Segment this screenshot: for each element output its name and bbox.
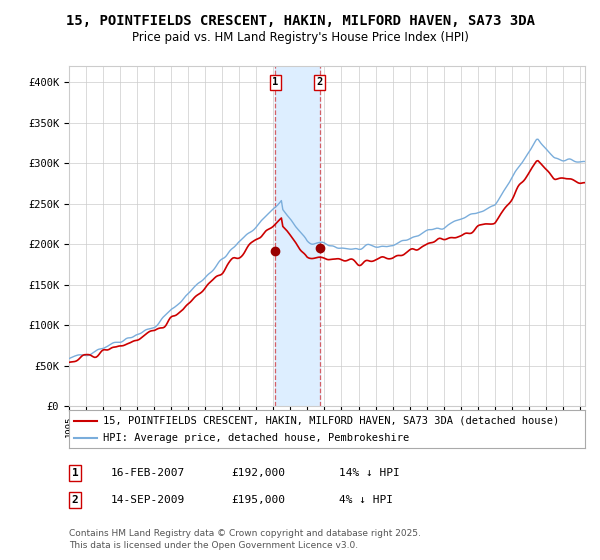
Text: 15, POINTFIELDS CRESCENT, HAKIN, MILFORD HAVEN, SA73 3DA (detached house): 15, POINTFIELDS CRESCENT, HAKIN, MILFORD… — [103, 416, 559, 426]
Text: Price paid vs. HM Land Registry's House Price Index (HPI): Price paid vs. HM Land Registry's House … — [131, 31, 469, 44]
Text: 1: 1 — [71, 468, 79, 478]
Text: 16-FEB-2007: 16-FEB-2007 — [111, 468, 185, 478]
Text: £195,000: £195,000 — [231, 495, 285, 505]
Text: 14-SEP-2009: 14-SEP-2009 — [111, 495, 185, 505]
Text: 2: 2 — [71, 495, 79, 505]
Text: HPI: Average price, detached house, Pembrokeshire: HPI: Average price, detached house, Pemb… — [103, 433, 409, 444]
Text: Contains HM Land Registry data © Crown copyright and database right 2025.
This d: Contains HM Land Registry data © Crown c… — [69, 529, 421, 550]
Text: 14% ↓ HPI: 14% ↓ HPI — [339, 468, 400, 478]
Text: 2: 2 — [316, 77, 323, 87]
Text: 4% ↓ HPI: 4% ↓ HPI — [339, 495, 393, 505]
Bar — [275, 66, 320, 406]
Text: 1: 1 — [272, 77, 278, 87]
Text: 15, POINTFIELDS CRESCENT, HAKIN, MILFORD HAVEN, SA73 3DA: 15, POINTFIELDS CRESCENT, HAKIN, MILFORD… — [65, 14, 535, 28]
Text: £192,000: £192,000 — [231, 468, 285, 478]
